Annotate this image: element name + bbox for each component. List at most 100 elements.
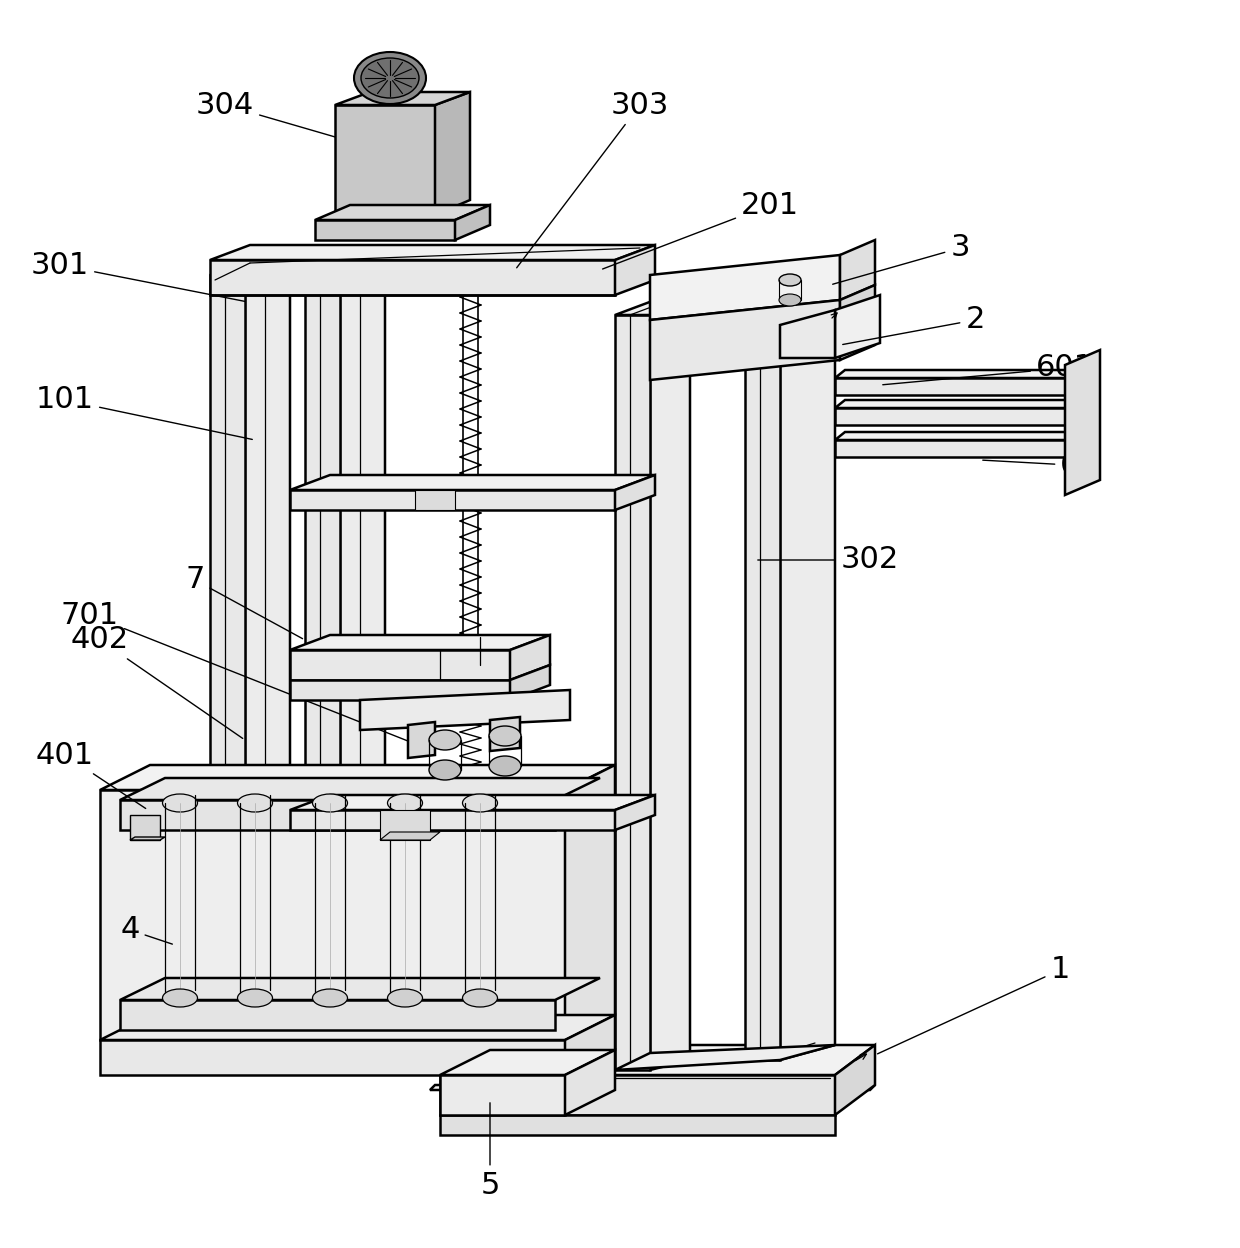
Polygon shape — [440, 1050, 615, 1075]
Polygon shape — [290, 650, 510, 680]
Text: 1: 1 — [878, 956, 1070, 1053]
Polygon shape — [650, 300, 689, 1070]
Polygon shape — [839, 240, 875, 300]
Polygon shape — [650, 300, 839, 379]
Ellipse shape — [312, 988, 347, 1007]
Polygon shape — [246, 260, 290, 825]
Ellipse shape — [162, 794, 197, 812]
Polygon shape — [745, 285, 835, 305]
Polygon shape — [290, 635, 551, 650]
Text: 2: 2 — [843, 306, 985, 344]
Polygon shape — [290, 810, 615, 830]
Polygon shape — [130, 815, 160, 840]
Polygon shape — [440, 1075, 835, 1114]
Polygon shape — [565, 1050, 615, 1114]
Ellipse shape — [361, 57, 419, 99]
Polygon shape — [210, 245, 655, 260]
Polygon shape — [290, 475, 655, 490]
Polygon shape — [615, 475, 655, 510]
Ellipse shape — [353, 52, 427, 104]
Polygon shape — [835, 401, 1075, 408]
Ellipse shape — [387, 988, 423, 1007]
Text: 301: 301 — [31, 251, 246, 302]
Text: 3: 3 — [833, 233, 970, 285]
Polygon shape — [1065, 349, 1100, 495]
Text: 6: 6 — [983, 451, 1080, 479]
Polygon shape — [835, 408, 1065, 426]
Ellipse shape — [429, 730, 461, 750]
Polygon shape — [440, 1075, 565, 1114]
Polygon shape — [120, 778, 600, 800]
Polygon shape — [210, 275, 246, 825]
Polygon shape — [120, 800, 556, 830]
Polygon shape — [780, 285, 835, 1060]
Ellipse shape — [779, 275, 801, 286]
Polygon shape — [835, 369, 1075, 378]
Polygon shape — [615, 1045, 835, 1070]
Polygon shape — [440, 1114, 835, 1134]
Polygon shape — [379, 810, 430, 840]
Ellipse shape — [238, 988, 273, 1007]
Polygon shape — [290, 795, 655, 810]
Polygon shape — [100, 1040, 565, 1075]
Text: 302: 302 — [758, 545, 899, 574]
Polygon shape — [745, 305, 780, 1060]
Polygon shape — [435, 92, 470, 215]
Polygon shape — [780, 310, 835, 358]
Polygon shape — [120, 1000, 556, 1030]
Ellipse shape — [387, 794, 423, 812]
Polygon shape — [650, 255, 839, 319]
Text: 201: 201 — [603, 191, 799, 270]
Polygon shape — [379, 832, 440, 840]
Polygon shape — [335, 105, 435, 215]
Polygon shape — [455, 205, 490, 240]
Polygon shape — [210, 260, 290, 275]
Polygon shape — [408, 723, 435, 758]
Polygon shape — [615, 245, 655, 295]
Ellipse shape — [463, 794, 497, 812]
Polygon shape — [510, 635, 551, 680]
Ellipse shape — [238, 794, 273, 812]
Polygon shape — [565, 1015, 615, 1075]
Polygon shape — [305, 270, 340, 825]
Text: 303: 303 — [517, 91, 670, 268]
Text: 7: 7 — [185, 565, 303, 639]
Polygon shape — [335, 92, 470, 105]
Polygon shape — [615, 300, 689, 314]
Text: 601: 601 — [883, 353, 1094, 384]
Polygon shape — [430, 1085, 875, 1090]
Polygon shape — [340, 255, 384, 825]
Polygon shape — [835, 378, 1065, 396]
Text: 5: 5 — [480, 1103, 500, 1199]
Text: 701: 701 — [61, 600, 415, 744]
Polygon shape — [835, 295, 880, 358]
Text: 304: 304 — [196, 91, 377, 150]
Polygon shape — [210, 260, 615, 295]
Polygon shape — [415, 490, 455, 510]
Polygon shape — [100, 1015, 615, 1040]
Ellipse shape — [489, 756, 521, 776]
Polygon shape — [835, 441, 1065, 457]
Text: 101: 101 — [36, 386, 252, 439]
Polygon shape — [835, 1045, 875, 1114]
Polygon shape — [360, 690, 570, 730]
Text: 402: 402 — [71, 625, 243, 739]
Polygon shape — [839, 285, 875, 359]
Polygon shape — [440, 1045, 875, 1075]
Polygon shape — [305, 255, 384, 270]
Polygon shape — [650, 278, 835, 305]
Polygon shape — [615, 314, 650, 1070]
Ellipse shape — [489, 726, 521, 746]
Ellipse shape — [429, 760, 461, 780]
Polygon shape — [130, 837, 165, 840]
Polygon shape — [490, 718, 520, 751]
Polygon shape — [290, 680, 510, 700]
Polygon shape — [315, 205, 490, 220]
Polygon shape — [835, 432, 1075, 441]
Ellipse shape — [312, 794, 347, 812]
Polygon shape — [565, 765, 615, 1040]
Polygon shape — [100, 765, 615, 790]
Polygon shape — [100, 790, 565, 1040]
Text: 4: 4 — [120, 916, 172, 945]
Polygon shape — [615, 795, 655, 830]
